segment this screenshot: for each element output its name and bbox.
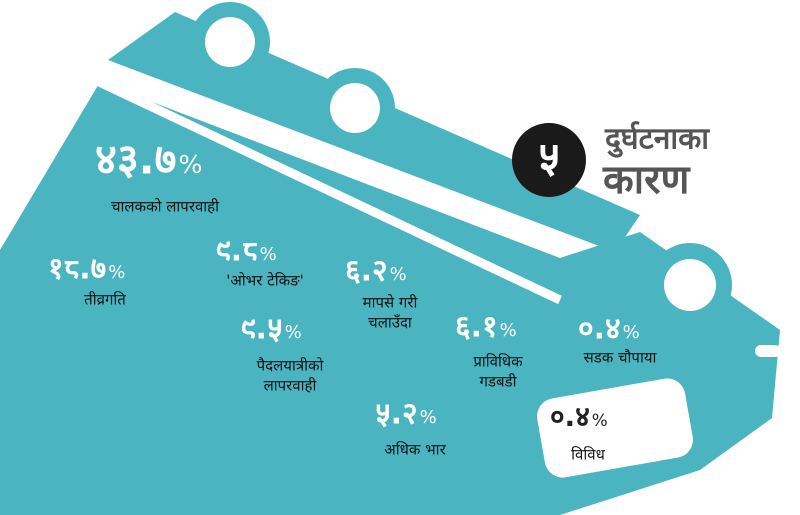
cause-label: प्राविधिक (473, 353, 523, 371)
cause-value: ६.१ (455, 310, 498, 345)
wheel-hub (205, 17, 255, 67)
cause-unit: % (108, 262, 125, 283)
wheel-hub (330, 83, 380, 133)
cause-value: १८.७ (48, 252, 106, 287)
cause-value: ६.२ (345, 254, 388, 289)
cause-label: विविध (571, 446, 605, 464)
header-title: दुर्घटनाका (604, 121, 710, 159)
cause-label: अधिक भार (384, 441, 446, 459)
cause-label: 'ओभर टेकिङ' (226, 272, 304, 290)
bumper (755, 345, 781, 357)
cause-label: सडक चौपाया (584, 349, 658, 367)
cause-label: तीव्रगति (84, 291, 126, 309)
cause-unit: % (390, 264, 407, 285)
cause-label: पैदलयात्रीको (257, 357, 325, 375)
header-badge (512, 123, 586, 197)
cause-label: मापसे गरी (363, 294, 419, 312)
cause-unit: % (285, 322, 302, 343)
wheel-hub (664, 259, 716, 311)
window (537, 378, 693, 478)
cause-unit: % (623, 322, 640, 343)
cause-item: ५.२ % अधिक भार (375, 397, 447, 459)
header-title: कारण (602, 157, 691, 203)
cause-label: चलाउँदा (368, 314, 413, 332)
cause-item: ०.४ % विविध (550, 400, 608, 464)
cause-item: ६.२ % मापसे गरी चलाउँदा (345, 254, 418, 332)
cause-label: गडबडी (480, 373, 518, 391)
cause-value: ०.४ (578, 312, 621, 347)
cause-value: ९.५ (240, 312, 283, 347)
cause-item: ९.८ % 'ओभर टेकिङ' (215, 234, 304, 290)
cause-item: ४३.७ % चालकको लापरवाही (95, 135, 220, 216)
cause-value: ९.८ (215, 234, 258, 269)
cause-label: लापरवाही (264, 377, 318, 395)
cause-unit: % (178, 150, 202, 179)
cause-value: ४३.७ (95, 135, 176, 184)
cause-value: ०.४ (550, 400, 590, 433)
cause-label: चालकको लापरवाही (111, 198, 220, 216)
cause-unit: % (500, 320, 517, 341)
cause-item: १८.७ % तीव्रगति (48, 252, 126, 309)
cause-item: ९.५ % पैदलयात्रीको लापरवाही (240, 312, 325, 395)
cause-unit: % (260, 244, 277, 265)
bus-divider (93, 75, 562, 305)
header-number: ५ (538, 133, 560, 182)
cause-unit: % (420, 407, 437, 428)
cause-value: ५.२ (375, 397, 418, 432)
cause-item: ०.४ % सडक चौपाया (578, 312, 658, 367)
cause-unit: % (592, 410, 608, 430)
cause-item: ६.१ % प्राविधिक गडबडी (455, 310, 523, 391)
